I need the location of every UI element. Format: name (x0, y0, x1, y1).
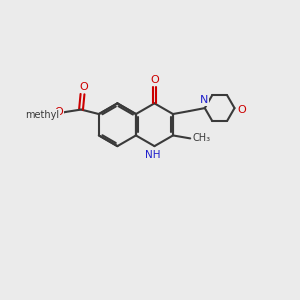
Text: O: O (150, 76, 159, 85)
Text: NH: NH (145, 150, 161, 160)
Text: O: O (80, 82, 88, 92)
Text: methyl: methyl (25, 110, 59, 120)
Text: CH₃: CH₃ (193, 134, 211, 143)
Text: N: N (200, 95, 208, 105)
Text: O: O (55, 107, 63, 117)
Text: O: O (238, 105, 246, 115)
